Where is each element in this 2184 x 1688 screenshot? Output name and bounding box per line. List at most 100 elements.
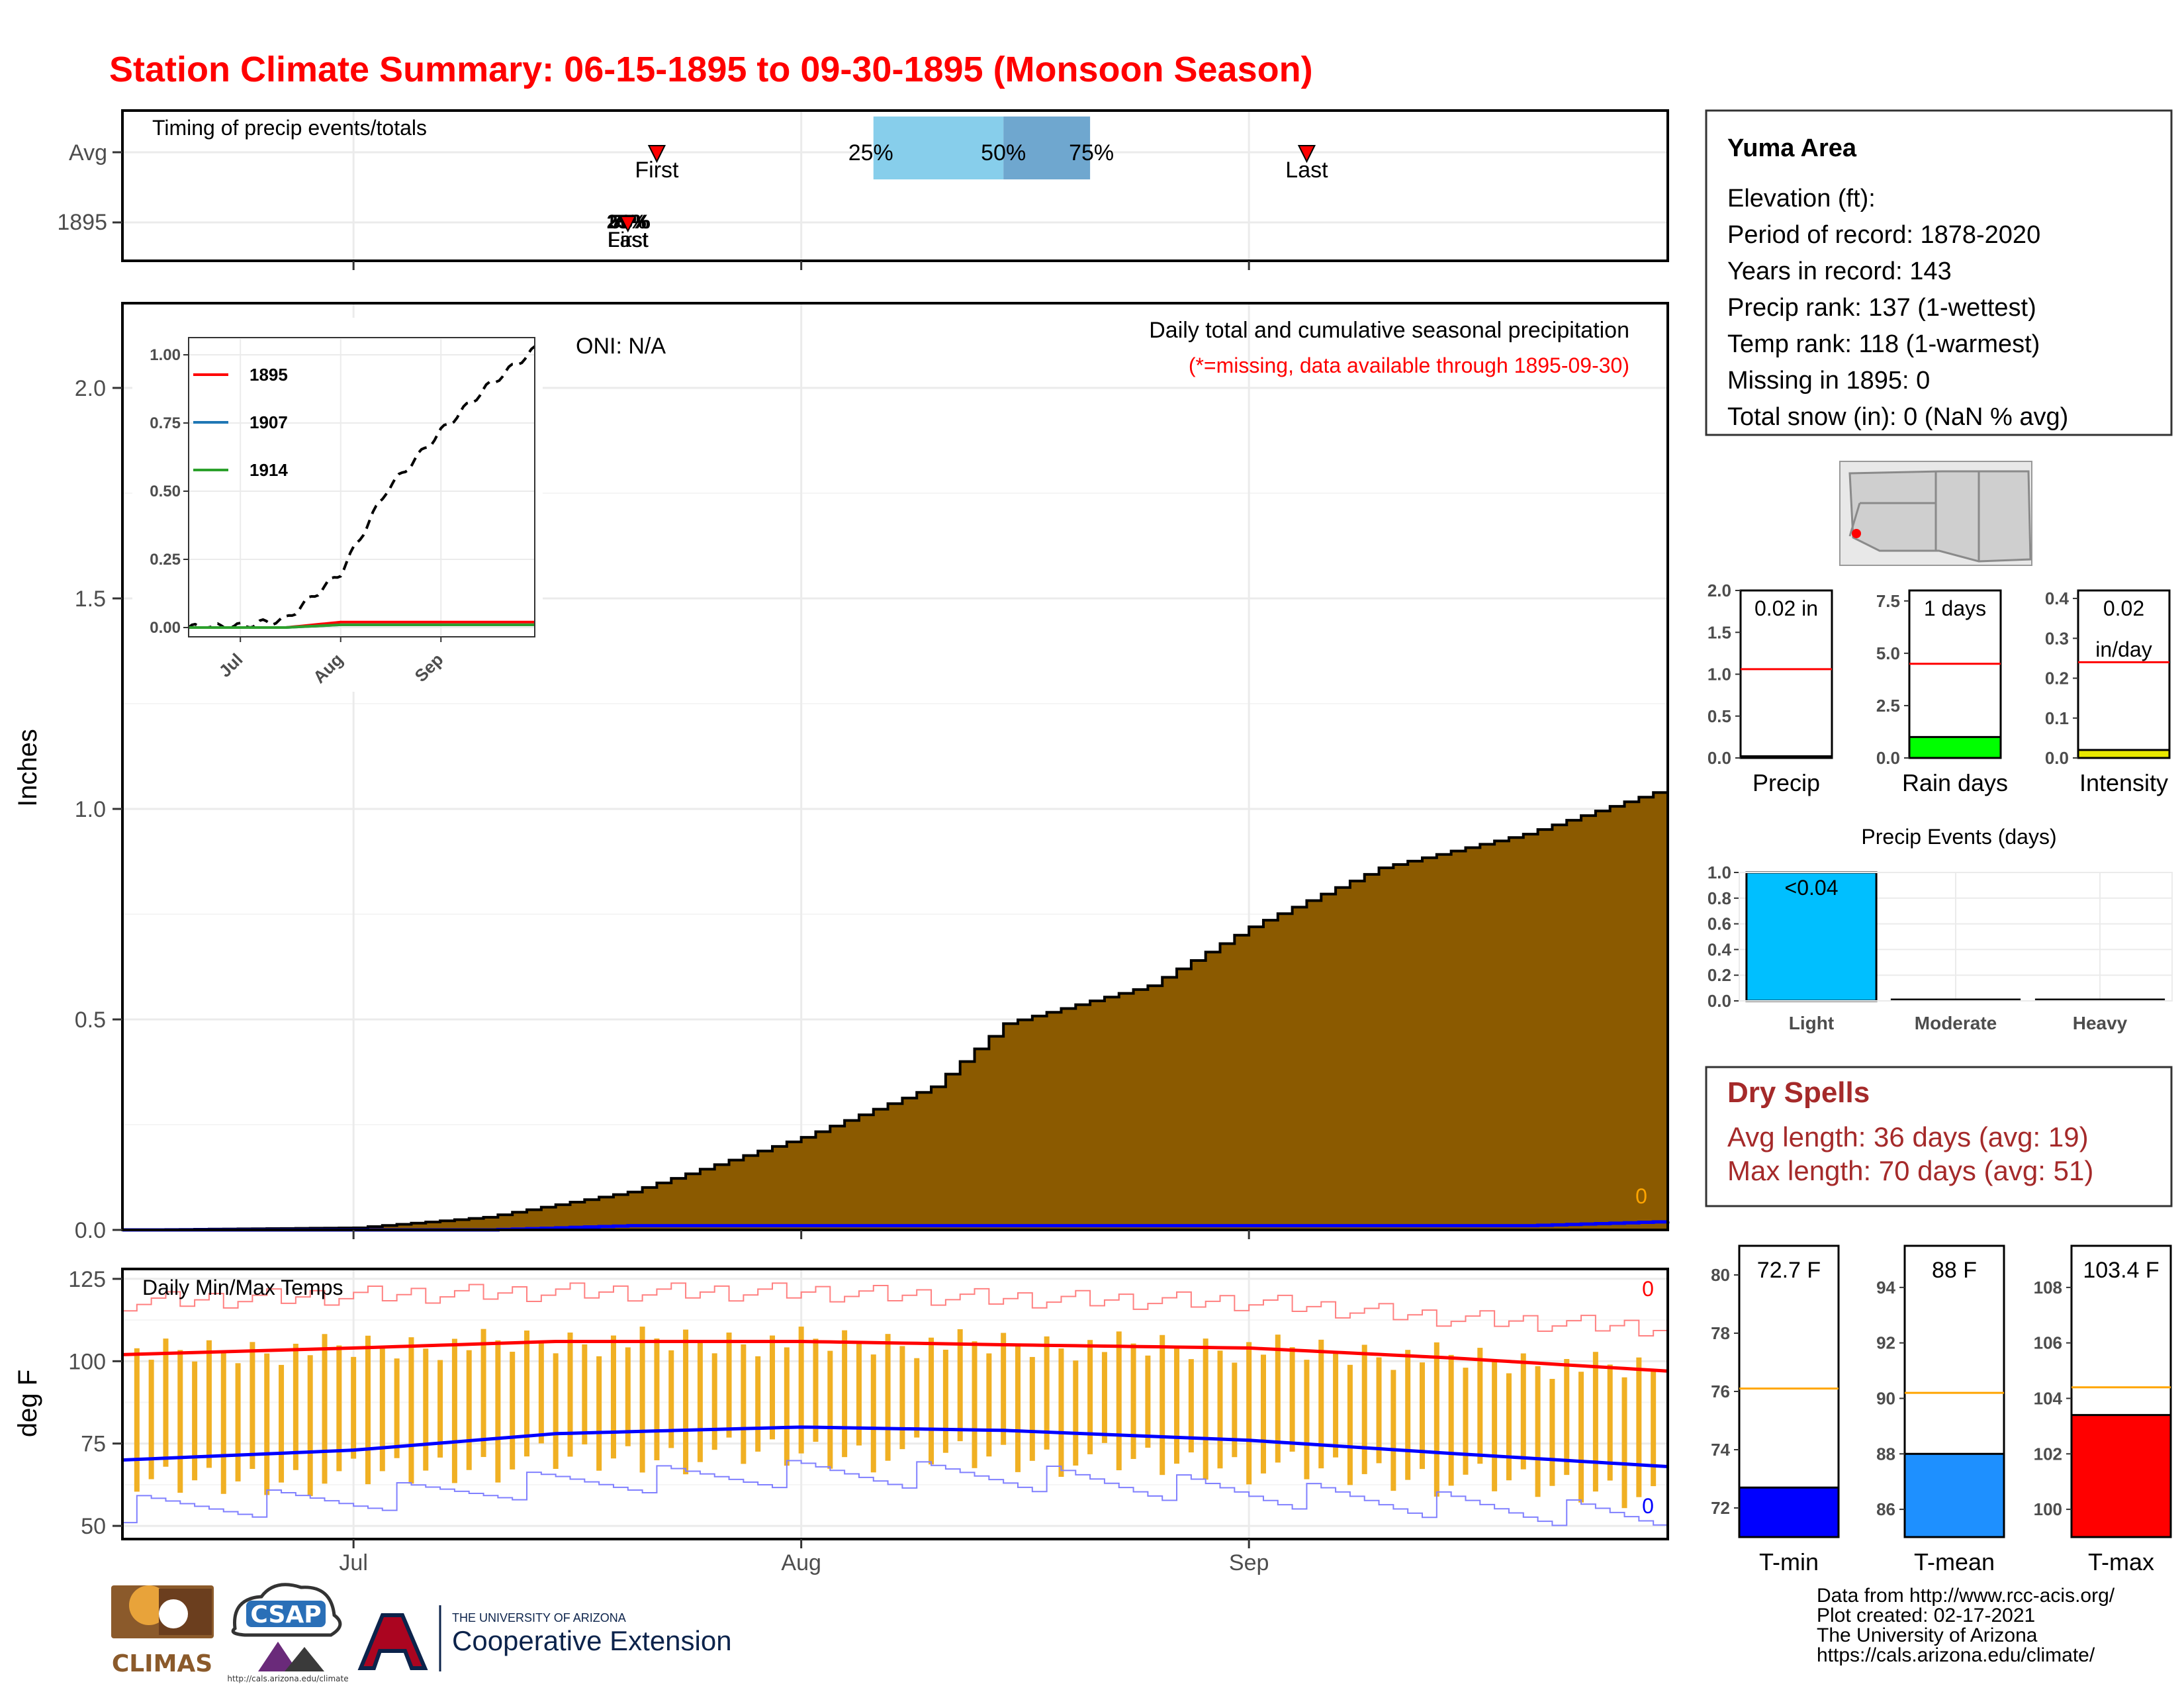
temp-range-bar xyxy=(307,1355,313,1497)
temp-range-bar xyxy=(899,1346,905,1450)
temp-range-bar xyxy=(870,1354,876,1473)
temp-range-bar xyxy=(625,1347,631,1446)
temp-summary-value: 72.7 F xyxy=(1757,1258,1821,1283)
summary-bar-value: 0.02 xyxy=(2103,596,2144,620)
temp-summary-tick: 74 xyxy=(1711,1440,1730,1460)
inset-chart: 0.000.250.500.751.00 Jul Aug Sep 189519071… xyxy=(132,318,543,692)
temp-range-bar xyxy=(1333,1352,1339,1458)
precip-y-tick: 0.0 xyxy=(75,1218,106,1243)
temp-range-bar xyxy=(755,1356,761,1452)
temp-y-tick: 125 xyxy=(68,1267,106,1292)
info-line: Period of record: 1878-2020 xyxy=(1727,221,2040,249)
temp-range-bar xyxy=(668,1350,674,1448)
precip-events-chart: Precip Events (days) 0.0 0.2 0.4 0.6 0.8 1.0 L… xyxy=(1707,825,2173,1033)
temp-summary-tick: 80 xyxy=(1711,1265,1730,1285)
temp-summary-tick: 104 xyxy=(2034,1388,2063,1408)
temp-range-bar xyxy=(220,1352,226,1494)
avg-q75-label: 75% xyxy=(1069,140,1114,165)
temp-range-bar xyxy=(1087,1340,1093,1454)
temp-range-bar xyxy=(813,1338,819,1442)
temp-range-bar xyxy=(1058,1348,1064,1477)
events-bar-label: <0.04 xyxy=(1785,876,1839,900)
dry-spells-max: Max length: 70 days (avg: 51) xyxy=(1727,1155,2093,1186)
temperature-panel: 50 75 100 125 Jul Aug Sep deg F Daily Min/Max… xyxy=(13,1267,1669,1575)
events-y-tick: 0.8 xyxy=(1707,888,1731,908)
temp-range-bar xyxy=(192,1361,198,1481)
temp-min-count: 0 xyxy=(1642,1494,1654,1518)
missing-note: (*=missing, data available through 1895-… xyxy=(1189,353,1629,377)
credits: Data from http://www.rcc-acis.org/ Plot … xyxy=(1817,1585,2115,1666)
temp-summary-name: T-max xyxy=(2088,1548,2154,1575)
info-line: Total snow (in): 0 (NaN % avg) xyxy=(1727,403,2068,431)
temp-y-label: deg F xyxy=(13,1370,42,1437)
temp-summary-fill xyxy=(1738,1486,1840,1538)
info-line: Temp rank: 118 (1-warmest) xyxy=(1727,330,2040,358)
temp-range-bar xyxy=(639,1327,645,1473)
temp-range-bar xyxy=(1015,1344,1021,1472)
temp-range-bar xyxy=(163,1338,169,1467)
summary-bar-tick: 0.4 xyxy=(2045,588,2070,608)
summary-bar-tick: 0.2 xyxy=(2045,669,2069,688)
temp-range-bar xyxy=(596,1356,602,1471)
temp-range-bar xyxy=(264,1353,270,1495)
events-y-tick: 0.0 xyxy=(1707,991,1731,1011)
precip-caption: Daily total and cumulative seasonal prec… xyxy=(1149,318,1629,343)
temp-range-bar xyxy=(510,1352,516,1470)
temp-range-bar xyxy=(1217,1350,1223,1469)
temp-summary-tick: 76 xyxy=(1711,1382,1730,1401)
timing-row-1895: 1895 xyxy=(57,210,107,235)
events-category: Light xyxy=(1789,1013,1834,1033)
y1895-marker xyxy=(619,216,637,233)
temp-range-bar xyxy=(1174,1346,1180,1464)
avg-first-marker xyxy=(647,145,666,164)
temp-range-bar xyxy=(654,1338,660,1460)
station-info-box: Yuma Area Elevation (ft): Period of reco… xyxy=(1705,109,2173,436)
temp-summary-fill xyxy=(2070,1414,2172,1538)
inset-y-tick: 0.25 xyxy=(150,551,181,569)
temp-range-bar xyxy=(1621,1377,1627,1509)
inset-legend-label: 1914 xyxy=(250,460,288,480)
temp-range-bar xyxy=(1347,1364,1353,1485)
temp-range-bar xyxy=(1492,1360,1498,1491)
temp-summary-tick: 102 xyxy=(2034,1444,2062,1464)
credit-line: The University of Arizona xyxy=(1817,1624,2038,1646)
temp-x-tick: Aug xyxy=(781,1550,821,1575)
temp-range-bar xyxy=(1130,1343,1136,1460)
temp-summary-t-min: 72 74 76 78 80 72.7 F T-min xyxy=(1711,1244,1840,1575)
inset-y-tick: 0.00 xyxy=(150,619,181,637)
temp-summary-tick: 94 xyxy=(1876,1278,1895,1297)
avg-first-label: First xyxy=(635,158,679,183)
temp-range-bar xyxy=(1564,1359,1570,1476)
temp-summary-tick: 72 xyxy=(1711,1498,1730,1518)
credit-line: Plot created: 02-17-2021 xyxy=(1817,1605,2035,1626)
temp-range-bar xyxy=(784,1347,790,1466)
summary-bar-fill xyxy=(2077,749,2171,759)
info-line: Precip rank: 137 (1-wettest) xyxy=(1727,294,2036,322)
precip-summary-bars: 0.0 0.5 1.0 1.5 2.0 0.02 in Precip 0.0 2.5 5.0 7.5… xyxy=(1707,581,2171,796)
temp-range-bar xyxy=(1304,1360,1310,1479)
temp-range-bar xyxy=(1592,1352,1598,1492)
y1895-first-label: First xyxy=(608,228,649,252)
temp-range-bar xyxy=(1390,1370,1396,1491)
temp-range-bar xyxy=(1246,1342,1252,1485)
temp-range-bar xyxy=(856,1342,862,1446)
temp-range-bar xyxy=(1029,1356,1035,1461)
temp-range-bar xyxy=(1116,1331,1122,1471)
events-category: Heavy xyxy=(2073,1013,2128,1033)
avg-last-label: Last xyxy=(1285,158,1328,183)
summary-bar-tick: 2.0 xyxy=(1707,581,1731,600)
temp-range-bar xyxy=(683,1329,689,1475)
temp-summary-tick: 78 xyxy=(1711,1323,1730,1343)
temp-range-bar xyxy=(1361,1344,1367,1474)
ua-small-text: THE UNIVERSITY OF ARIZONA xyxy=(452,1611,626,1624)
temp-range-bar xyxy=(1275,1335,1281,1463)
summary-bar-tick: 0.1 xyxy=(2045,708,2069,728)
temp-range-bar xyxy=(451,1338,457,1483)
inset-1914-line xyxy=(189,623,535,629)
temp-range-bar xyxy=(972,1341,978,1468)
precip-y-tick: 2.0 xyxy=(75,376,106,401)
temp-range-bar xyxy=(1463,1368,1469,1475)
events-y-tick: 0.4 xyxy=(1707,939,1732,959)
inset-legend-label: 1895 xyxy=(250,365,288,385)
summary-bar-tick: 0.0 xyxy=(1876,748,1900,768)
